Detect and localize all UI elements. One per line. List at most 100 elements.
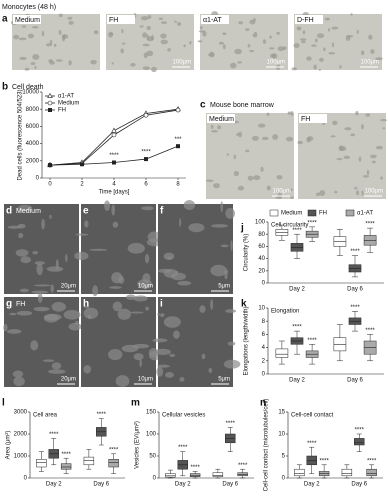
cell — [233, 170, 240, 177]
image-label: Medium — [16, 208, 41, 215]
image-label: Medium — [15, 17, 40, 24]
cell — [208, 367, 213, 373]
x-tick-label: Day 6 — [93, 482, 109, 488]
marker — [176, 144, 180, 149]
cell — [260, 166, 264, 172]
cell — [245, 149, 250, 153]
panel-letter: b — [2, 82, 8, 93]
cell — [262, 39, 267, 44]
cell — [358, 156, 362, 162]
figure-title: Monocytes (48 h) — [2, 4, 56, 11]
annotation: **** — [238, 463, 248, 469]
x-axis-label: Time [days] — [99, 190, 130, 196]
cell — [197, 40, 203, 43]
scale-label: 20μm — [61, 377, 76, 383]
cell — [350, 133, 356, 137]
cell — [46, 266, 64, 272]
y-tick-label: 50 — [149, 454, 156, 460]
cell — [287, 111, 292, 115]
cell — [227, 341, 236, 346]
cell — [338, 145, 344, 152]
cell — [343, 155, 351, 160]
cell — [271, 53, 278, 59]
cell — [210, 224, 229, 228]
cell — [21, 25, 27, 28]
panel-letter: a — [2, 14, 8, 25]
marker — [48, 163, 52, 168]
y-tick-label: 15 — [278, 410, 285, 416]
cell — [121, 42, 126, 45]
x-tick-label: Day 6 — [347, 287, 363, 293]
cell — [133, 295, 148, 302]
cell — [157, 364, 170, 368]
cell — [354, 186, 358, 190]
x-tick-label: Day 2 — [304, 482, 320, 488]
cell — [324, 17, 331, 21]
cell — [233, 154, 237, 160]
cell — [247, 43, 251, 48]
cell — [157, 268, 172, 273]
cell — [356, 190, 360, 196]
cell — [209, 51, 215, 58]
scale-label: 100μm — [273, 189, 291, 195]
cell — [19, 288, 29, 293]
cell — [151, 66, 157, 73]
cell — [67, 16, 73, 20]
cell — [222, 44, 226, 50]
cell — [229, 62, 237, 69]
cell — [362, 175, 370, 178]
cell — [226, 153, 230, 156]
cell — [224, 272, 228, 280]
micrograph — [158, 297, 233, 387]
annotation: **** — [350, 305, 360, 311]
cell — [217, 125, 221, 130]
cell — [84, 305, 90, 309]
cell — [199, 305, 206, 314]
cell — [18, 37, 27, 41]
y-tick-label: 10 — [258, 306, 265, 312]
annotation: *** — [174, 137, 182, 143]
cell — [319, 57, 324, 62]
cell — [327, 27, 330, 32]
cell — [112, 301, 123, 312]
y-tick-label: 2 — [262, 358, 266, 364]
box — [290, 243, 304, 252]
box — [165, 473, 176, 478]
cell — [89, 248, 108, 251]
cell — [302, 30, 306, 35]
cell — [9, 312, 17, 316]
panel-letter: c — [200, 100, 206, 111]
cell — [218, 41, 225, 45]
cell — [365, 113, 371, 117]
annotation: **** — [49, 432, 59, 438]
annotation: **** — [141, 150, 151, 156]
annotation: **** — [109, 447, 119, 453]
y-tick-label: 8 — [262, 319, 266, 325]
y-axis-label: Dead cells (fluorescence 504/523) — [18, 89, 24, 180]
cell — [230, 240, 233, 251]
cell — [19, 56, 27, 60]
y-tick-label: 10 — [278, 432, 285, 438]
chart-title: Cell death — [12, 84, 44, 91]
cell — [48, 369, 66, 374]
cell — [34, 65, 37, 70]
cell — [199, 26, 203, 30]
cell — [27, 33, 34, 39]
y-tick-label: 150 — [146, 410, 157, 416]
scale-label: 100μm — [173, 60, 191, 66]
cell — [296, 26, 302, 31]
cell — [34, 261, 45, 265]
cell — [16, 310, 33, 316]
annotation: **** — [350, 249, 360, 255]
cell — [251, 135, 259, 141]
cell — [117, 308, 131, 320]
cell — [272, 134, 279, 140]
cell — [74, 251, 89, 261]
legend-label: α1-AT — [357, 211, 373, 217]
legend-label: FH — [58, 108, 66, 114]
cell — [146, 50, 154, 57]
box — [275, 348, 289, 358]
cell — [285, 136, 294, 142]
cell — [13, 376, 25, 387]
annotation: **** — [355, 428, 365, 434]
